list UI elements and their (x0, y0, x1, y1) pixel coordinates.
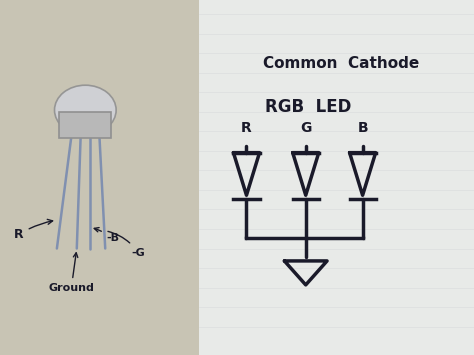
Text: B: B (357, 121, 368, 135)
Ellipse shape (55, 85, 116, 135)
Text: Common  Cathode: Common Cathode (263, 56, 419, 71)
Text: RGB  LED: RGB LED (265, 98, 351, 115)
FancyBboxPatch shape (59, 112, 111, 138)
Text: -G: -G (108, 231, 145, 258)
Text: -B: -B (94, 228, 119, 244)
Text: G: G (300, 121, 311, 135)
Text: R: R (241, 121, 252, 135)
FancyBboxPatch shape (199, 0, 474, 355)
Text: Ground: Ground (48, 253, 94, 293)
Text: R: R (14, 219, 53, 241)
